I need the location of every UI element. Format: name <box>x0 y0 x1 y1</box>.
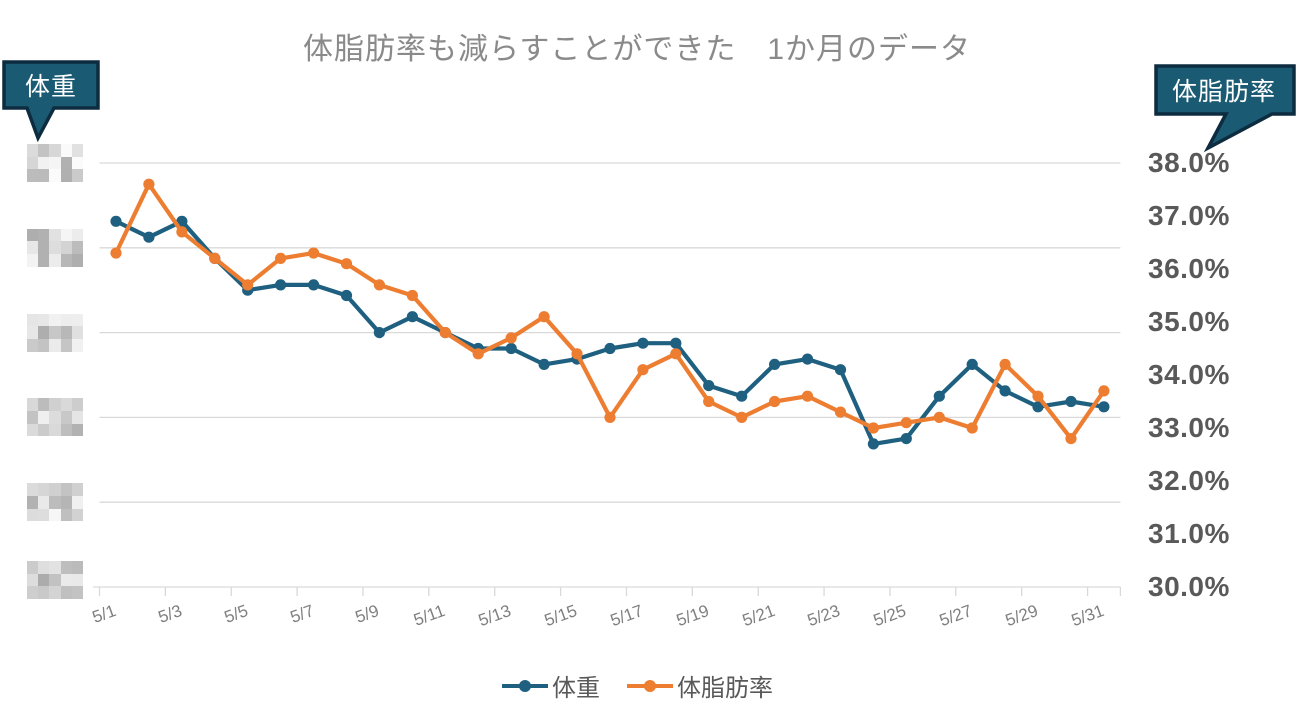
weight-data-point <box>505 342 517 355</box>
bodyfat-data-point <box>703 395 715 408</box>
weight-data-point <box>275 279 287 291</box>
redacted-left-axis-label <box>27 313 83 352</box>
bodyfat-data-point <box>933 411 945 423</box>
weight-data-point <box>999 385 1011 397</box>
bodyfat-data-point <box>538 311 550 323</box>
right-axis-tick-label: 38.0% <box>1148 147 1230 178</box>
weight-data-point <box>769 358 781 370</box>
bodyfat-data-point <box>242 279 254 291</box>
bodyfat-data-point <box>867 422 880 434</box>
bodyfat-data-point <box>571 348 583 360</box>
redacted-left-axis-label <box>27 228 83 267</box>
weight-callout-bubble <box>2 60 100 143</box>
legend-label-bodyfat: 体脂肪率 <box>677 675 773 702</box>
weight-data-point <box>801 353 814 365</box>
bodyfat-data-point <box>999 358 1011 370</box>
bodyfat-data-point <box>505 332 517 344</box>
bodyfat-data-point <box>308 247 320 259</box>
weight-data-point <box>406 311 418 323</box>
bodyfat-callout-bubble <box>1154 64 1296 153</box>
redacted-left-axis-label <box>27 483 83 522</box>
bodyfat-series-marker-icon <box>627 679 673 692</box>
weight-data-point <box>373 327 385 339</box>
weight-data-point <box>604 342 616 355</box>
weight-data-point <box>637 337 649 349</box>
weight-data-point <box>538 358 550 370</box>
legend-label-weight: 体重 <box>552 675 600 702</box>
right-axis-tick-label: 33.0% <box>1148 412 1230 443</box>
bodyfat-callout-label: 体脂肪率 <box>1171 78 1276 106</box>
weight-data-point <box>143 231 155 243</box>
right-axis-tick-label: 34.0% <box>1148 359 1230 390</box>
bodyfat-data-point <box>670 348 682 360</box>
bodyfat-data-point <box>637 364 649 376</box>
weight-data-point <box>867 438 880 450</box>
bodyfat-data-point <box>604 411 616 423</box>
right-axis-tick-label: 30.0% <box>1148 571 1230 602</box>
bodyfat-series-line <box>113 182 1107 441</box>
weight-data-point <box>966 358 978 370</box>
weight-data-point <box>933 390 945 402</box>
weight-data-point <box>736 390 748 402</box>
weight-data-point <box>176 215 188 227</box>
weight-data-point <box>1032 401 1044 413</box>
weight-data-point <box>834 364 847 376</box>
right-axis-tick-label: 31.0% <box>1148 518 1230 549</box>
weight-data-point <box>900 433 912 445</box>
redacted-left-axis-label <box>27 398 83 437</box>
bodyfat-data-point <box>769 395 781 408</box>
legend-item-weight: 体重 <box>501 668 600 703</box>
bodyfat-data-point <box>143 178 155 190</box>
weight-data-point <box>308 279 320 291</box>
weight-data-point <box>110 215 122 227</box>
weight-callout-label: 体重 <box>24 73 77 101</box>
bodyfat-data-point <box>110 247 122 259</box>
weight-data-point <box>703 380 715 392</box>
redacted-left-axis-label <box>27 144 83 182</box>
bodyfat-data-point <box>736 411 748 423</box>
weight-data-point <box>340 289 353 302</box>
bodyfat-data-point <box>1065 433 1077 445</box>
right-axis-tick-label: 35.0% <box>1148 306 1230 337</box>
weight-series-marker-icon <box>502 679 548 692</box>
bodyfat-data-point <box>966 422 978 434</box>
weight-data-point <box>1065 395 1077 408</box>
weight-data-point <box>1098 401 1110 413</box>
bodyfat-data-point <box>472 348 484 360</box>
bodyfat-data-point <box>209 252 221 264</box>
bodyfat-data-point <box>275 252 287 264</box>
bodyfat-data-point <box>801 390 814 402</box>
legend-item-bodyfat: 体脂肪率 <box>626 668 773 703</box>
bodyfat-data-point <box>406 289 418 302</box>
bodyfat-data-point <box>1032 390 1044 402</box>
bodyfat-data-point <box>1098 385 1110 397</box>
bodyfat-data-point <box>900 417 912 429</box>
right-axis-tick-label: 32.0% <box>1148 465 1230 496</box>
redacted-left-axis-label <box>27 561 83 599</box>
bodyfat-data-point <box>373 279 385 291</box>
right-axis-tick-label: 37.0% <box>1148 200 1230 231</box>
bodyfat-data-point <box>439 327 451 339</box>
bodyfat-data-point <box>340 258 353 270</box>
right-axis-tick-label: 36.0% <box>1148 253 1230 284</box>
weight-data-point <box>670 337 682 349</box>
legend: 体重 体脂肪率 <box>0 668 1274 703</box>
bodyfat-data-point <box>834 406 847 418</box>
bodyfat-data-point <box>176 226 188 238</box>
chart-title: 体脂肪率も減らすことができた 1か月のデータ <box>302 33 972 66</box>
